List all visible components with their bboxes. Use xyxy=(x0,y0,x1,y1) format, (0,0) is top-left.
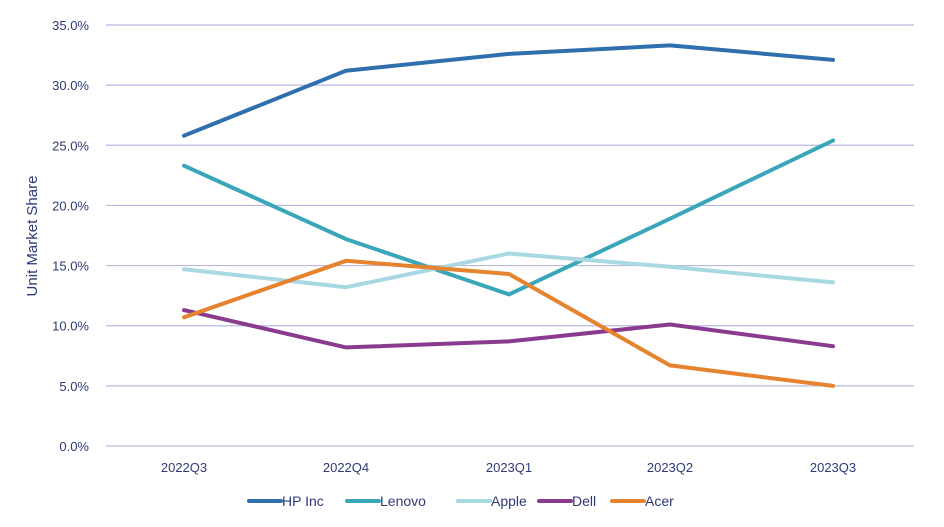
x-tick-label: 2022Q3 xyxy=(161,460,207,475)
x-axis-ticks: 2022Q3 2022Q4 2023Q1 2023Q2 2023Q3 xyxy=(161,460,856,475)
legend: HP Inc Lenovo Apple Dell Acer xyxy=(247,493,674,509)
y-tick-label: 15.0% xyxy=(52,259,89,274)
legend-item-acer: Acer xyxy=(610,493,674,509)
legend-label: Lenovo xyxy=(380,493,426,509)
series-lines xyxy=(182,43,835,388)
gridlines xyxy=(106,24,914,447)
y-tick-label: 0.0% xyxy=(59,439,89,454)
y-tick-label: 35.0% xyxy=(52,18,89,33)
y-tick-label: 30.0% xyxy=(52,78,89,93)
y-tick-label: 20.0% xyxy=(52,198,89,213)
legend-label: Apple xyxy=(491,493,527,509)
x-tick-label: 2023Q2 xyxy=(647,460,693,475)
y-tick-label: 5.0% xyxy=(59,379,89,394)
x-tick-label: 2023Q3 xyxy=(810,460,856,475)
series-line-hp-inc xyxy=(182,43,835,138)
legend-item-hp-inc: HP Inc xyxy=(247,493,324,509)
y-axis-ticks: 0.0% 5.0% 10.0% 15.0% 20.0% 25.0% 30.0% 35.0% xyxy=(52,18,89,454)
y-axis-label: Unit Market Share xyxy=(24,176,41,297)
legend-label: Dell xyxy=(572,493,596,509)
y-tick-label: 10.0% xyxy=(52,319,89,334)
legend-item-lenovo: Lenovo xyxy=(345,493,426,509)
legend-label: Acer xyxy=(645,493,674,509)
legend-label: HP Inc xyxy=(282,493,324,509)
legend-item-apple: Apple xyxy=(456,493,527,509)
x-tick-label: 2023Q1 xyxy=(486,460,532,475)
legend-item-dell: Dell xyxy=(537,493,596,509)
y-tick-label: 25.0% xyxy=(52,138,89,153)
x-tick-label: 2022Q4 xyxy=(323,460,369,475)
series-line-dell xyxy=(182,308,835,350)
